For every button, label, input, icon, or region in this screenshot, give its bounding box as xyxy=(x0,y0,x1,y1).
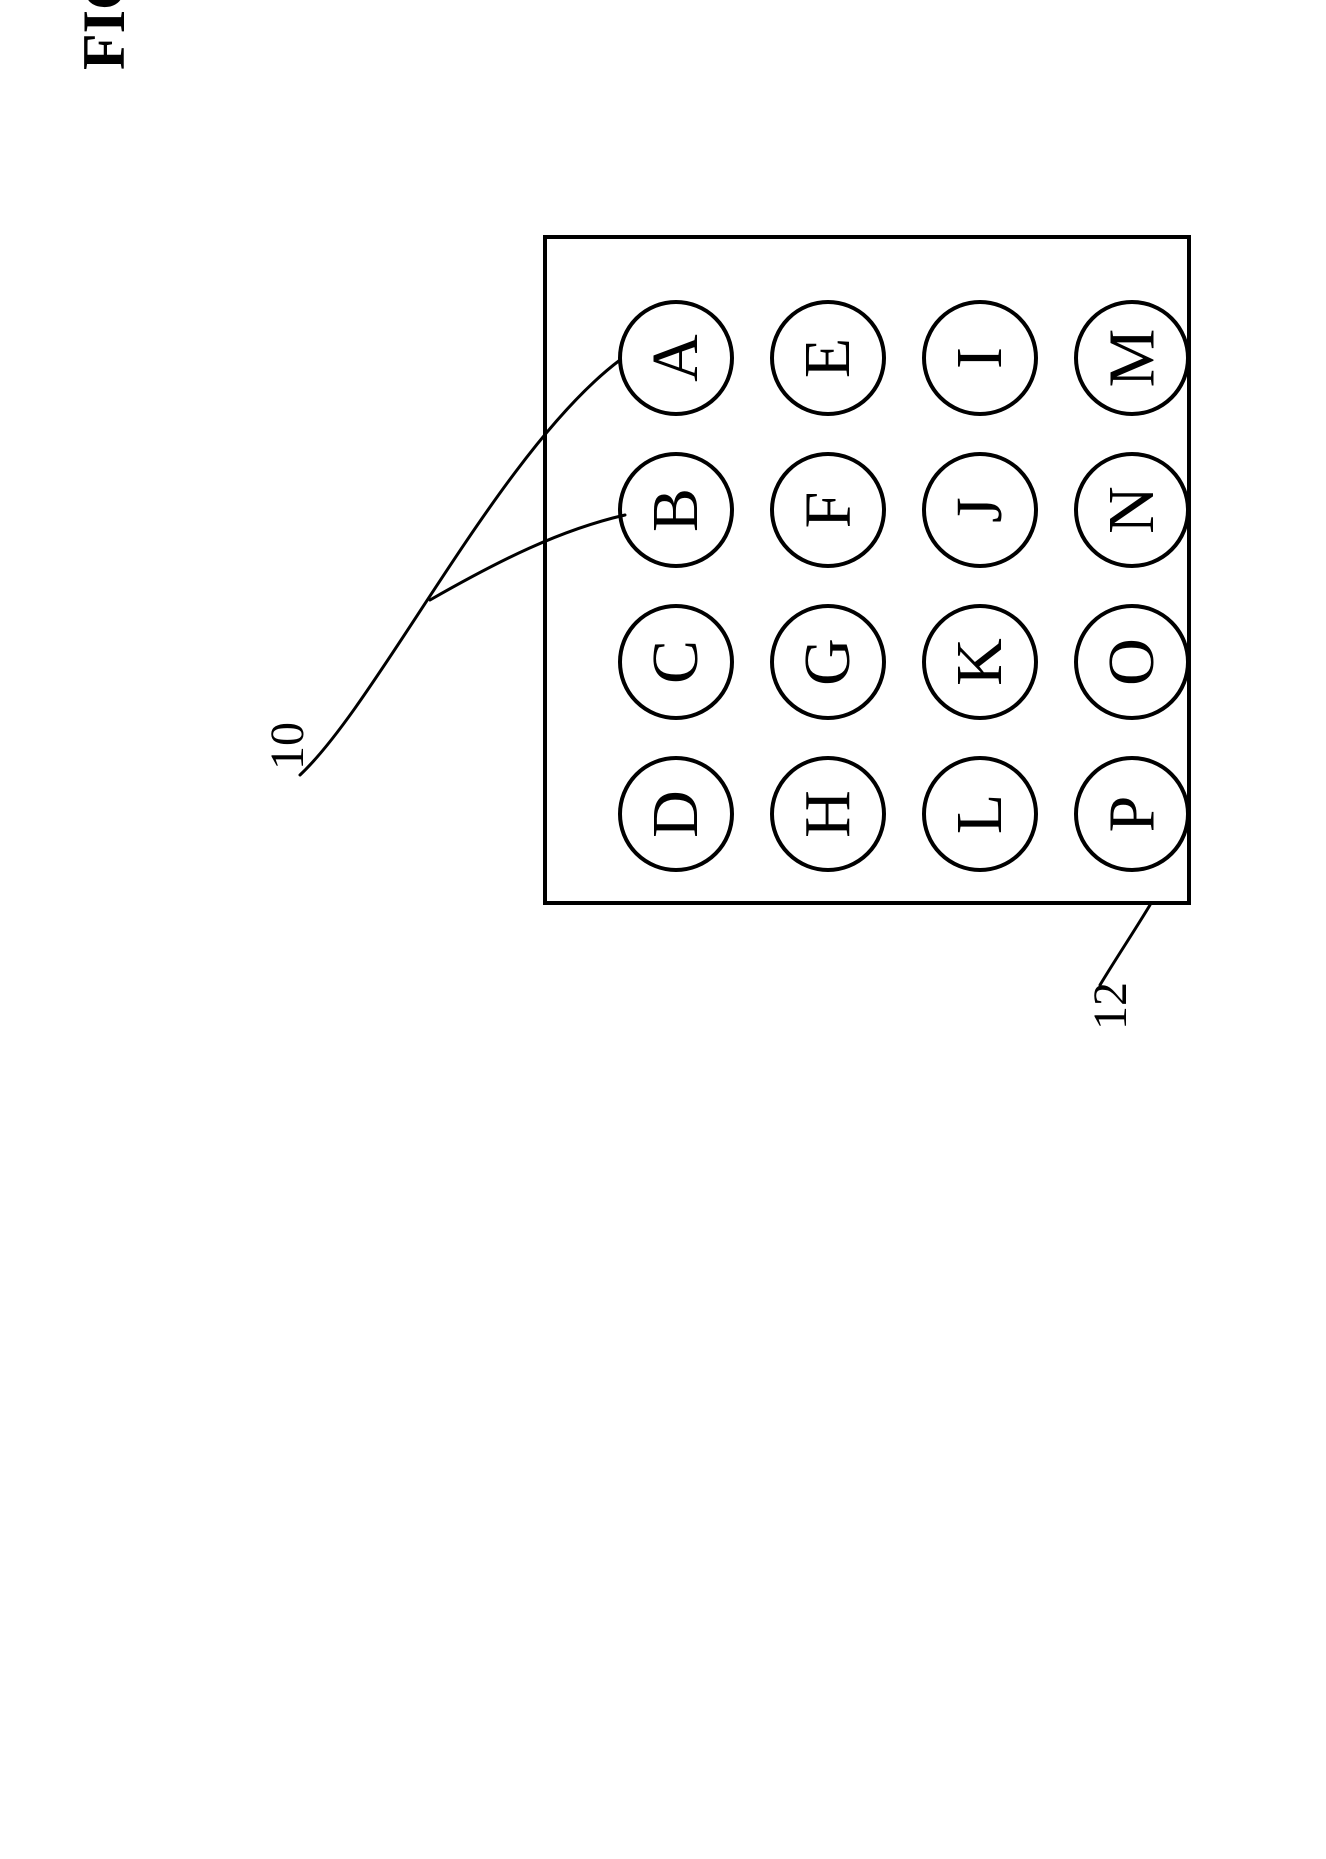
grid-node-o: O xyxy=(1074,604,1190,720)
grid-node-b: B xyxy=(618,452,734,568)
grid-node-label: K xyxy=(942,638,1018,686)
figure-title: FIG.1 xyxy=(70,0,139,70)
grid-node-label: N xyxy=(1094,486,1170,534)
callout-label-10: 10 xyxy=(260,722,315,770)
grid-node-m: M xyxy=(1074,300,1190,416)
grid-node-label: G xyxy=(790,638,866,686)
grid-node-label: L xyxy=(942,794,1018,834)
grid-node-label: E xyxy=(790,338,866,378)
grid-node-i: I xyxy=(922,300,1038,416)
grid-node-label: B xyxy=(638,488,714,532)
callout-label-12: 12 xyxy=(1083,982,1138,1030)
grid-node-k: K xyxy=(922,604,1038,720)
grid-node-label: A xyxy=(638,334,714,382)
grid-node-label: I xyxy=(942,347,1018,369)
grid-node-p: P xyxy=(1074,756,1190,872)
figure-canvas: FIG.1 A E I M B F J N C G K O D H L P 10 12 xyxy=(0,0,1326,1859)
grid-node-label: O xyxy=(1094,638,1170,686)
grid-node-n: N xyxy=(1074,452,1190,568)
grid-node-label: C xyxy=(638,640,714,684)
grid-node-g: G xyxy=(770,604,886,720)
grid-node-l: L xyxy=(922,756,1038,872)
grid-node-a: A xyxy=(618,300,734,416)
grid-node-c: C xyxy=(618,604,734,720)
grid-node-label: M xyxy=(1094,329,1170,388)
grid-node-label: P xyxy=(1094,796,1170,833)
grid-node-j: J xyxy=(922,452,1038,568)
grid-node-label: H xyxy=(790,790,866,838)
grid-node-label: J xyxy=(942,497,1018,523)
grid-node-label: F xyxy=(790,492,866,529)
callout-path-ref-12 xyxy=(1100,905,1150,985)
grid-node-d: D xyxy=(618,756,734,872)
grid-node-e: E xyxy=(770,300,886,416)
grid-node-h: H xyxy=(770,756,886,872)
grid-node-f: F xyxy=(770,452,886,568)
grid-node-label: D xyxy=(638,790,714,838)
